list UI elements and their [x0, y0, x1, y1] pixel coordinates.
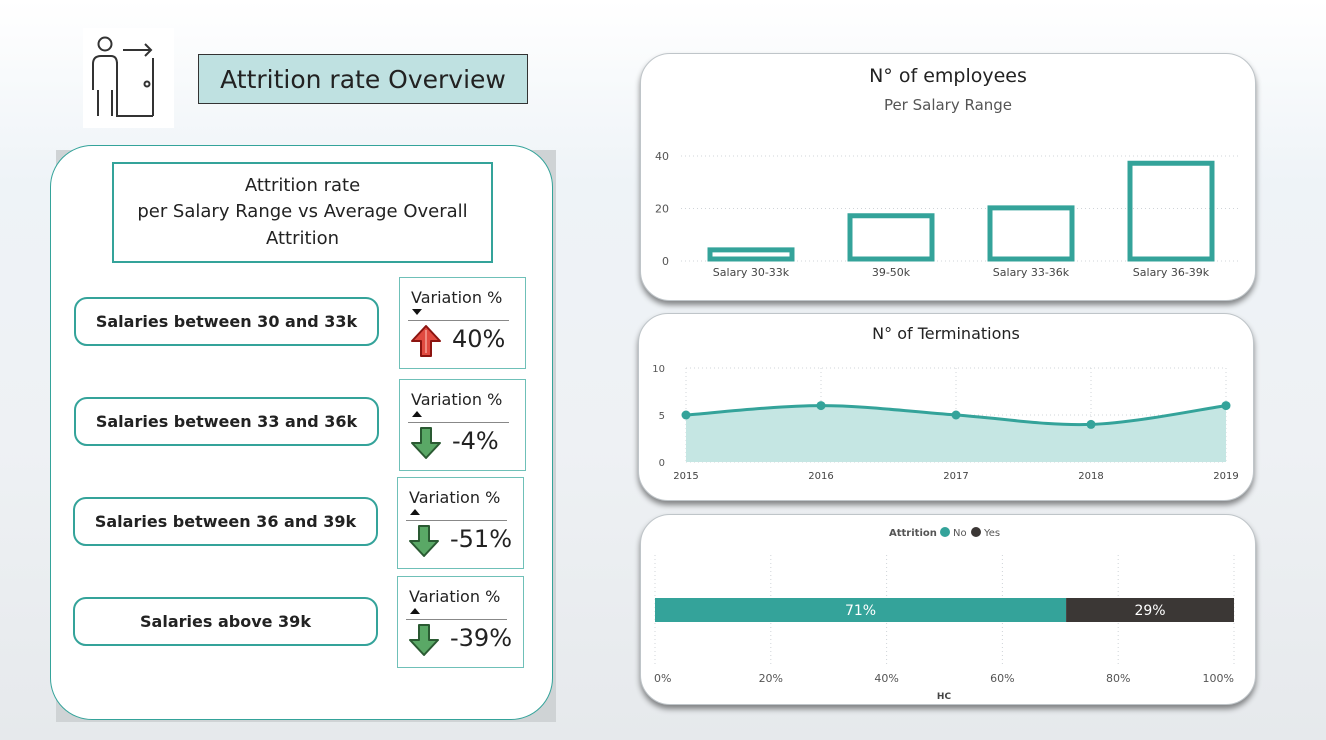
- variation-card: Variation % -39%: [397, 576, 524, 668]
- employees-chart-panel: N° of employees Per Salary Range 0 20 40 Sa…: [640, 53, 1256, 301]
- legend-label: Yes: [983, 528, 1000, 539]
- data-point: [816, 401, 826, 411]
- x-tick-label: 2015: [673, 471, 698, 482]
- variation-card: Variation % 40%: [399, 277, 526, 369]
- attrition-logo: [83, 28, 174, 128]
- attrition-stacked-bar-chart: Attrition No Yes 0% 20% 40% 60% 80% 100% 71% 29% HC: [654, 527, 1235, 702]
- data-point: [1221, 401, 1231, 411]
- chart-title: N° of employees: [869, 65, 1027, 87]
- x-tick-label: Salary 30-33k: [713, 266, 790, 279]
- legend-marker-no: [940, 527, 950, 537]
- x-axis-title: HC: [937, 692, 952, 702]
- terminations-area-chart: 0 5 10 2015 2016 2017 2018 2019: [652, 364, 1238, 482]
- x-tick-label: 40%: [874, 672, 898, 685]
- y-tick-label: 0: [662, 255, 669, 268]
- employees-bar-chart: 0 20 40 Salary 30-33k 39-50k Salary 33-36k Sal…: [655, 150, 1241, 279]
- sort-ascending-icon: [410, 608, 420, 614]
- y-tick-label: 5: [659, 411, 665, 422]
- bar: [1127, 160, 1215, 262]
- panel-title-line-1: Attrition rate: [244, 174, 361, 196]
- y-tick-label: 0: [659, 458, 665, 469]
- legend-title: Attrition: [889, 528, 937, 539]
- x-tick-label: 2017: [943, 471, 968, 482]
- data-point: [681, 410, 691, 420]
- x-tick-label: 100%: [1203, 672, 1234, 685]
- sort-ascending-icon: [412, 411, 422, 417]
- panel-title: Attrition rate per Salary Range vs Avera…: [112, 162, 493, 263]
- bar-segment: [655, 598, 1067, 622]
- y-tick-label: 10: [652, 364, 665, 375]
- bar: [987, 205, 1075, 262]
- x-tick-label: 2018: [1078, 471, 1103, 482]
- variation-label: Variation %: [411, 288, 503, 307]
- x-tick-label: 60%: [990, 672, 1014, 685]
- bar: [847, 213, 935, 262]
- x-tick-label: 80%: [1106, 672, 1130, 685]
- salary-range-button-above-39k[interactable]: Salaries above 39k: [73, 597, 378, 646]
- legend-label: No: [953, 528, 967, 539]
- panel-title-line-3: Attrition: [266, 227, 339, 249]
- variation-card: Variation % -4%: [399, 379, 526, 471]
- x-tick-label: 20%: [759, 672, 783, 685]
- chart-title: N° of Terminations: [872, 324, 1020, 343]
- page-title: Attrition rate Overview: [198, 54, 528, 104]
- x-tick-label: 0%: [654, 672, 671, 685]
- x-tick-label: 2016: [808, 471, 833, 482]
- data-label: 71%: [845, 603, 876, 619]
- arrow-up-icon: [411, 325, 441, 357]
- bar: [707, 247, 795, 262]
- variation-card: Variation % -51%: [397, 477, 524, 569]
- y-tick-label: 20: [655, 203, 669, 216]
- arrow-down-icon: [409, 525, 439, 557]
- variation-value: -51%: [450, 525, 513, 553]
- data-label: 29%: [1134, 603, 1165, 619]
- area-fill: [686, 405, 1226, 462]
- sort-descending-icon: [412, 309, 422, 315]
- attrition-split-panel: Attrition No Yes 0% 20% 40% 60% 80% 100% 71% 29% HC: [640, 514, 1256, 705]
- data-point: [951, 410, 961, 420]
- salary-range-label: Salaries above 39k: [140, 612, 311, 631]
- employee-exit-door-icon: [92, 36, 154, 117]
- x-tick-label: 39-50k: [872, 266, 911, 279]
- sort-ascending-icon: [410, 509, 420, 515]
- x-tick-label: 2019: [1213, 471, 1238, 482]
- bar-segment: [1066, 598, 1234, 622]
- arrow-down-icon: [409, 624, 439, 656]
- variation-value: -39%: [450, 624, 513, 652]
- salary-range-label: Salaries between 36 and 39k: [94, 512, 357, 531]
- x-tick-label: Salary 33-36k: [993, 266, 1070, 279]
- variation-label: Variation %: [409, 587, 501, 606]
- data-point: [1086, 419, 1096, 429]
- variation-label: Variation %: [411, 390, 503, 409]
- terminations-chart-panel: N° of Terminations 0 5 10 2015 2016 2017 2018 2…: [638, 313, 1254, 501]
- divider: [406, 619, 507, 620]
- variation-value: -4%: [452, 427, 499, 455]
- panel-title-line-2: per Salary Range vs Average Overall: [137, 201, 468, 223]
- variation-value: 40%: [452, 325, 506, 353]
- salary-range-label: Salaries between 30 and 33k: [95, 312, 358, 331]
- legend-marker-yes: [971, 527, 981, 537]
- salary-range-button-30-33k[interactable]: Salaries between 30 and 33k: [74, 297, 379, 346]
- salary-range-button-33-36k[interactable]: Salaries between 33 and 36k: [74, 397, 379, 446]
- divider: [406, 520, 507, 521]
- x-tick-label: Salary 36-39k: [1133, 266, 1210, 279]
- divider: [408, 422, 509, 423]
- y-tick-label: 40: [655, 150, 669, 163]
- salary-range-label: Salaries between 33 and 36k: [95, 412, 358, 431]
- variation-label: Variation %: [409, 488, 501, 507]
- chart-subtitle: Per Salary Range: [883, 96, 1013, 114]
- arrow-down-icon: [411, 427, 441, 459]
- salary-range-button-36-39k[interactable]: Salaries between 36 and 39k: [73, 497, 378, 546]
- divider: [408, 320, 509, 321]
